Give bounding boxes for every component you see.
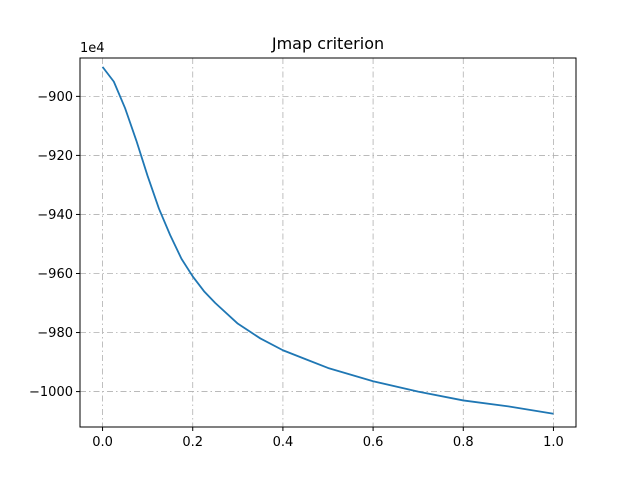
chart-title: Jmap criterion (271, 34, 384, 53)
plot-frame (79, 57, 577, 428)
y-tick-label: −980 (37, 326, 73, 341)
x-tick-label: 1.0 (543, 435, 564, 450)
x-tick-label: 0.6 (363, 435, 384, 450)
y-tick-label: −960 (37, 267, 73, 282)
y-tick-label: −920 (37, 149, 73, 164)
y-tick-label: −940 (37, 208, 73, 223)
tick-layer: 0.0 0.2 0.4 0.6 0.8 1.0 −900 −920 −940 −960 −980 −1… (29, 90, 564, 450)
x-tick-label: 0.8 (453, 435, 474, 450)
x-tick-label: 0.4 (273, 435, 294, 450)
x-tick-label: 0.0 (92, 435, 113, 450)
x-tick-label: 0.2 (182, 435, 203, 450)
grid-layer (80, 58, 576, 427)
series-layer (101, 66, 554, 415)
y-tick-label: −1000 (29, 385, 73, 400)
y-offset-label: 1e4 (80, 41, 105, 56)
y-tick-label: −900 (37, 90, 73, 105)
series-line (101, 66, 554, 415)
